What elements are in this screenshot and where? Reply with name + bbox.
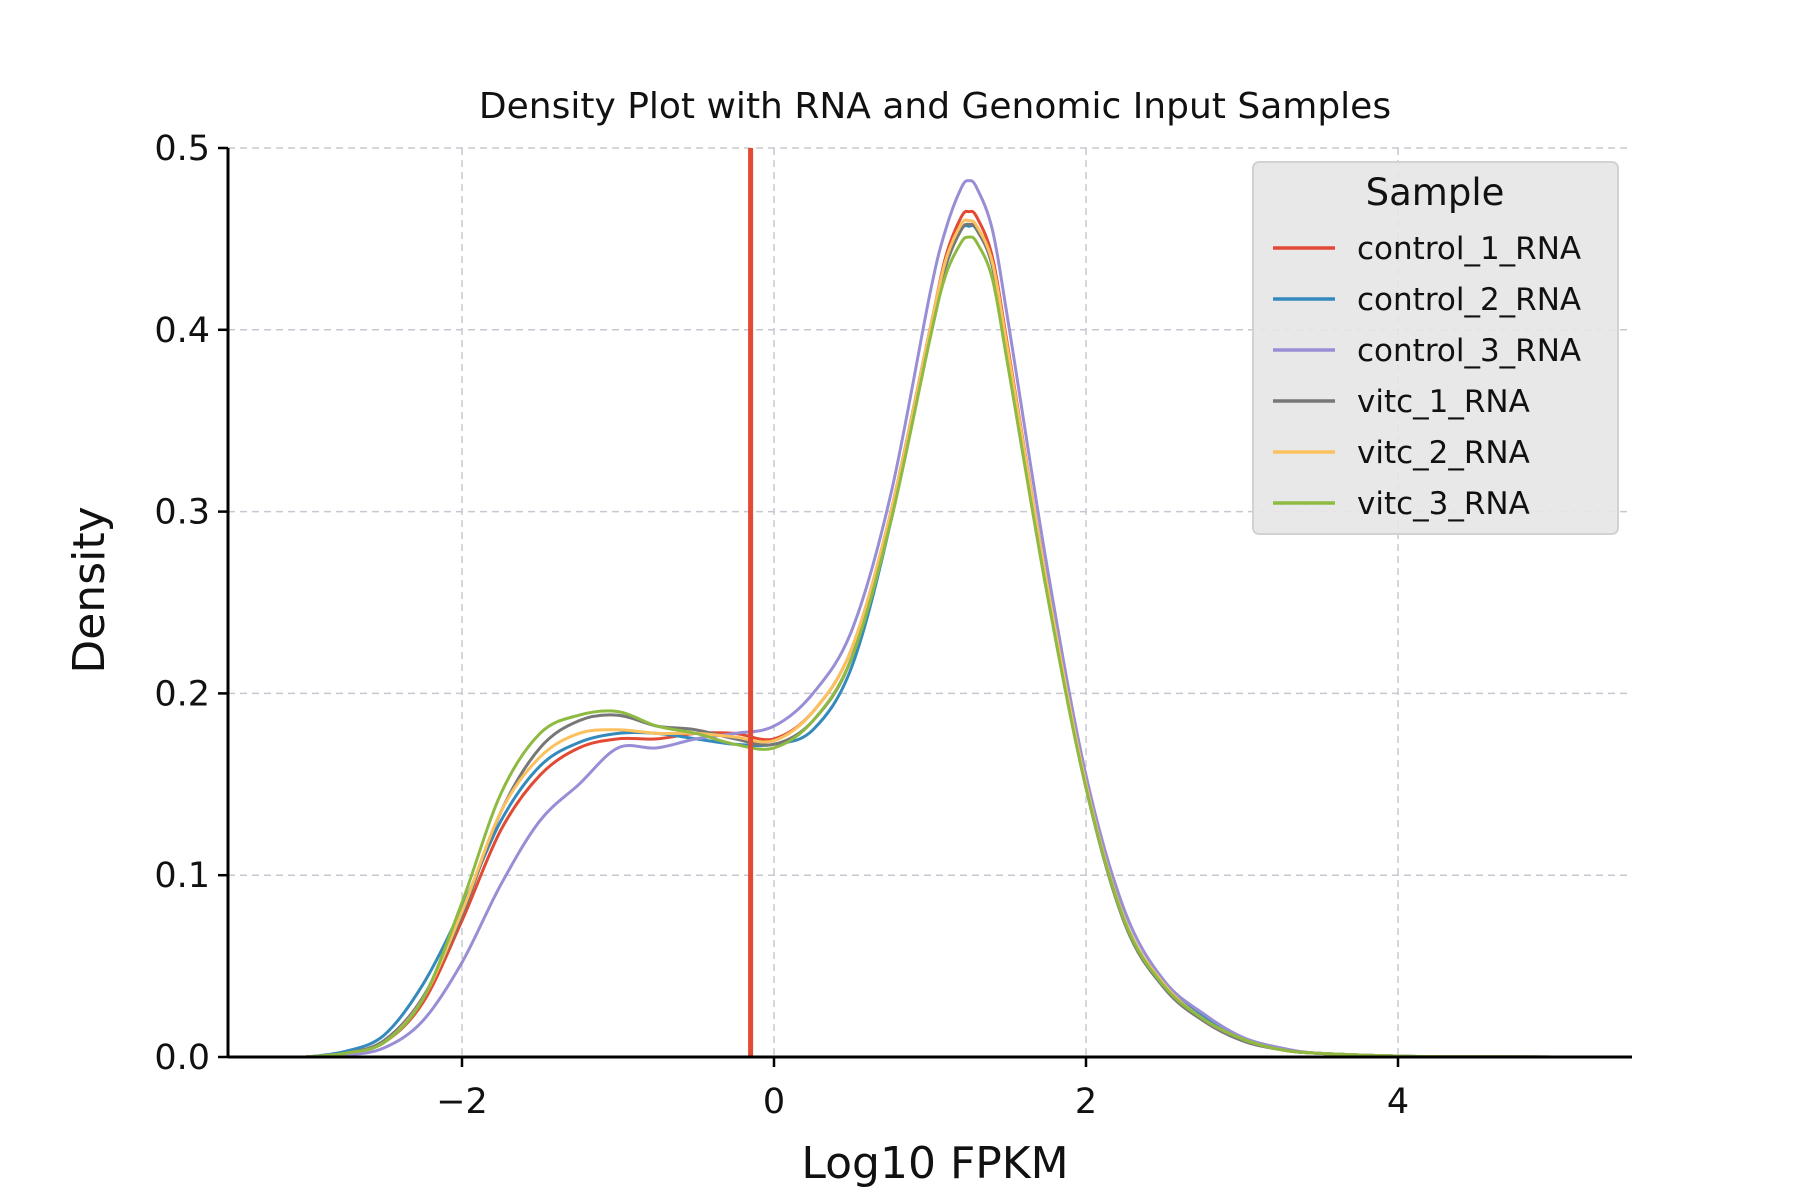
- legend-item: vitc_1_RNA: [1273, 384, 1530, 420]
- legend-item: vitc_3_RNA: [1273, 486, 1530, 522]
- legend-item: control_3_RNA: [1273, 333, 1581, 369]
- x-tick-label: −2: [436, 1082, 488, 1122]
- chart-title: Density Plot with RNA and Genomic Input …: [479, 86, 1391, 127]
- legend-label: control_1_RNA: [1357, 231, 1581, 267]
- legend-items: control_1_RNA control_2_RNA control_3_RNAv…: [1273, 231, 1581, 522]
- series-line-vitc_1_RNA: [305, 222, 1632, 1059]
- y-tick-label: 0.5: [154, 129, 210, 169]
- legend-item: vitc_2_RNA: [1273, 435, 1530, 471]
- y-tick-label: 0.0: [154, 1038, 210, 1078]
- y-tick-label: 0.4: [154, 311, 210, 351]
- x-tick-label: 0: [763, 1082, 785, 1122]
- y-tick-label: 0.2: [154, 674, 210, 714]
- legend-label: control_2_RNA: [1357, 282, 1581, 318]
- legend-label: vitc_2_RNA: [1357, 435, 1530, 471]
- series-line-vitc_3_RNA: [305, 235, 1632, 1059]
- series-lines: [305, 179, 1632, 1059]
- legend-item: control_1_RNA: [1273, 231, 1581, 267]
- legend-label: control_3_RNA: [1357, 333, 1581, 369]
- y-axis-label: Density: [64, 506, 115, 673]
- x-axis-label: Log10 FPKM: [801, 1138, 1068, 1189]
- y-tick-label: 0.3: [154, 493, 210, 533]
- legend-item: control_2_RNA: [1273, 282, 1581, 318]
- legend-title: Sample: [1366, 171, 1505, 214]
- legend: Sample control_1_RNAcontrol_2_RNAcontrol…: [1252, 161, 1619, 535]
- tick-labels: −2 0 2 4 0.0 0.1 0.2 0.3 0.4 0.5: [154, 129, 1409, 1122]
- series-line-control_3_RNA: [305, 179, 1632, 1059]
- legend-label: vitc_3_RNA: [1357, 486, 1530, 522]
- legend-label: vitc_1_RNA: [1357, 384, 1530, 420]
- legend-box: [1252, 161, 1619, 535]
- y-tick-label: 0.1: [154, 856, 210, 896]
- x-tick-label: 4: [1387, 1082, 1409, 1122]
- x-tick-label: 2: [1075, 1082, 1097, 1122]
